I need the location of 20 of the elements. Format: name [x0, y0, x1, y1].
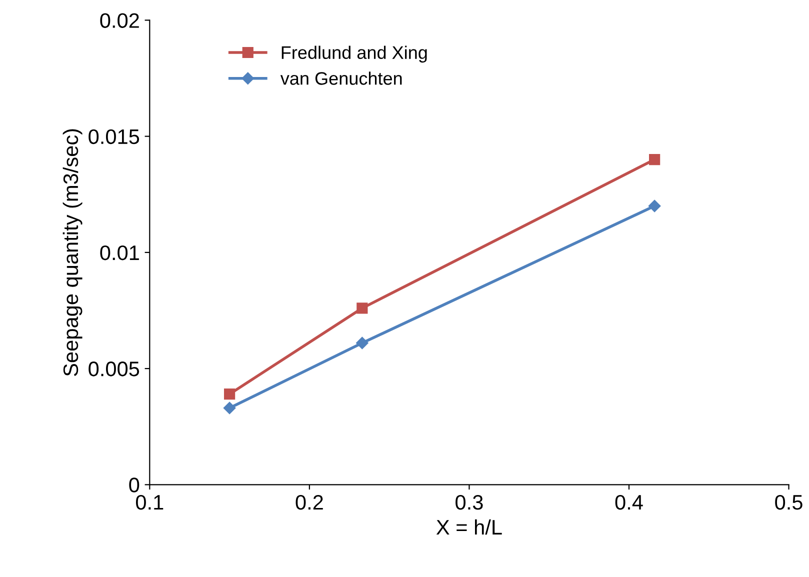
legend-label: Fredlund and Xing	[282, 46, 427, 63]
x-tick-label: 0.3	[456, 494, 483, 510]
y-tick-label: 0	[129, 478, 140, 492]
y-tick-label: 0.005	[88, 362, 140, 376]
point	[356, 336, 368, 350]
x-tick-label: 0.1	[136, 494, 164, 510]
point	[223, 402, 236, 414]
point	[649, 154, 660, 166]
y-tick-label: 0.015	[88, 129, 140, 144]
point	[224, 388, 236, 400]
point	[648, 200, 661, 212]
y-tick-label: 0.01	[100, 245, 139, 260]
x-tick-label: 0.2	[296, 494, 323, 510]
legend-label: van Genuchten	[280, 72, 402, 85]
x-tick-label: 0.5	[775, 494, 802, 510]
y-axis-title: Seepage quantity (m3/sec)	[62, 129, 82, 376]
x-tick-label: 0.4	[615, 494, 643, 510]
y-tick-label: 0.02	[100, 13, 139, 28]
x-axis-title: X = h/L	[436, 519, 502, 535]
point	[356, 302, 368, 314]
